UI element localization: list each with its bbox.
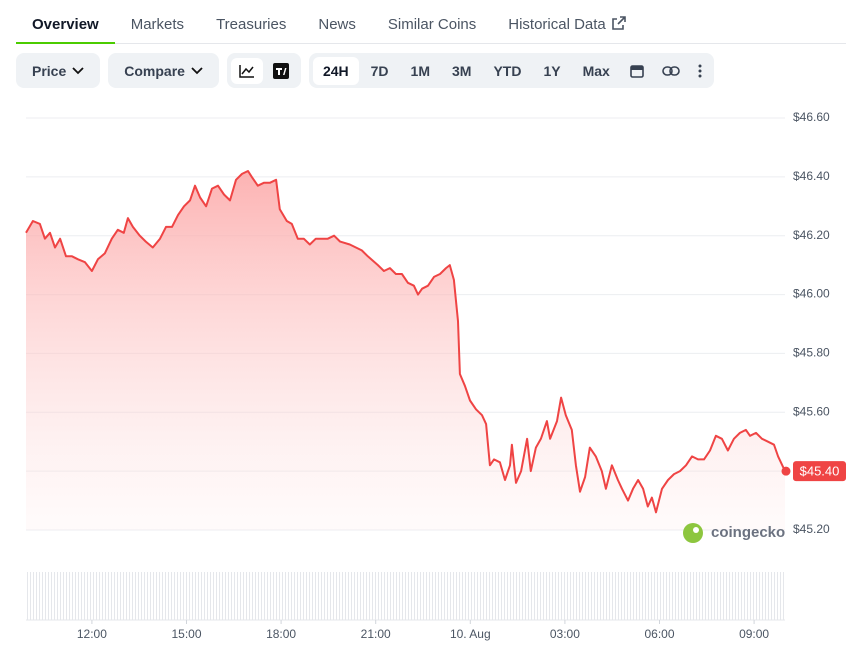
tab-bar: Overview Markets Treasuries News Similar… (16, 0, 846, 44)
compare-dropdown[interactable]: Compare (112, 57, 215, 85)
chevron (72, 66, 84, 74)
watermark: coingecko (683, 523, 785, 543)
x-tick-label: 18:00 (266, 627, 296, 641)
y-tick-label: $46.40 (793, 169, 830, 183)
tab[interactable]: Historical Data (492, 0, 642, 43)
range-button[interactable]: 7D (370, 62, 389, 79)
y-tick-label: $46.00 (793, 287, 830, 301)
more-button[interactable] (690, 58, 710, 84)
current-price-dot (781, 466, 791, 476)
price-dropdown[interactable]: Price (20, 57, 96, 85)
link-button[interactable] (654, 59, 688, 83)
price-line (25, 170, 786, 514)
current-price-badge (793, 461, 846, 482)
y-tick-label: $45.60 (793, 404, 830, 418)
line-icon (239, 64, 254, 78)
toolbar: Price Compare 24H 7D 1M 3M YTD 1Y Max (16, 53, 714, 88)
tab[interactable]: News (318, 16, 356, 33)
range-button[interactable]: 1Y (543, 62, 561, 79)
tab[interactable]: Similar Coins (387, 16, 477, 33)
tradingview-button[interactable] (265, 57, 297, 85)
x-tick-label: 15:00 (171, 627, 201, 641)
current-price-label: $45.40 (800, 464, 840, 479)
tab[interactable]: Markets (130, 16, 185, 33)
price-label: Price (32, 62, 67, 79)
chevron (191, 66, 203, 74)
line-chart-button[interactable] (230, 57, 263, 84)
x-tick-label: 12:00 (77, 627, 107, 641)
tv-icon (272, 62, 289, 79)
tab-label: Historical Data (508, 16, 606, 33)
y-tick-label: $45.20 (793, 522, 830, 536)
more-icon (698, 64, 702, 77)
calendar-button[interactable] (622, 58, 652, 84)
y-tick-label: $46.20 (793, 228, 830, 242)
link-icon (661, 65, 680, 76)
range-button[interactable]: Max (582, 62, 610, 79)
area-fill (26, 171, 785, 530)
range-group: 24H 7D 1M 3M YTD 1Y Max (308, 53, 714, 88)
chart-type-group (226, 53, 301, 88)
compare-label: Compare (124, 62, 185, 79)
tab[interactable]: Overview (16, 0, 115, 44)
range-button[interactable]: 3M (451, 62, 472, 79)
external-icon (611, 16, 626, 30)
range-button[interactable]: 24H (312, 56, 359, 85)
x-tick-label: 09:00 (739, 627, 769, 641)
watermark-text: coingecko (711, 524, 785, 541)
tab[interactable]: Treasuries (216, 16, 287, 33)
volume-band (26, 572, 785, 620)
x-tick-label: 03:00 (550, 627, 580, 641)
y-tick-label: $46.60 (793, 110, 830, 124)
price-group: Price (16, 53, 101, 88)
range-button[interactable]: YTD (493, 62, 522, 79)
x-tick-label: 21:00 (361, 627, 391, 641)
calendar-icon (629, 64, 644, 78)
compare-group: Compare (108, 53, 219, 88)
x-tick-label: 06:00 (644, 627, 674, 641)
range-button[interactable]: 1M (410, 62, 430, 79)
x-tick-label: 10. Aug (450, 627, 491, 641)
y-tick-label: $45.80 (793, 346, 830, 360)
